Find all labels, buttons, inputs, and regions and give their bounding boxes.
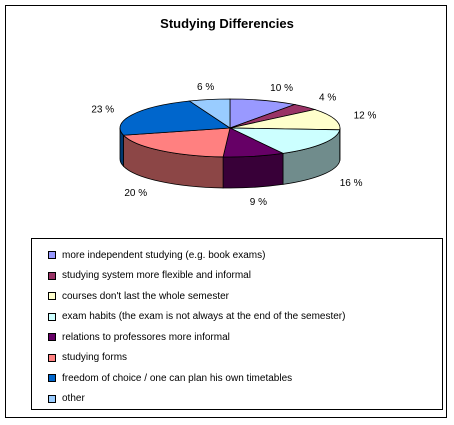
pie-data-label: 12 % [354, 111, 377, 122]
legend-swatch [48, 374, 56, 382]
legend-item: other [48, 392, 85, 406]
chart-legend: more independent studying (e.g. book exa… [31, 238, 443, 410]
legend-label: relations to professores more informal [62, 331, 230, 343]
legend-item: studying forms [48, 351, 127, 365]
pie-data-label: 10 % [270, 83, 293, 94]
pie-data-label: 9 % [250, 197, 267, 208]
legend-swatch [48, 333, 56, 341]
pie-slice [119, 100, 232, 136]
legend-swatch [48, 251, 56, 259]
legend-swatch [48, 353, 56, 362]
legend-item: studying system more flexible and inform… [48, 269, 251, 283]
legend-swatch [48, 312, 56, 321]
pie-slice [122, 127, 231, 158]
pie-slice [229, 109, 341, 131]
legend-label: courses don't last the whole semester [62, 290, 229, 302]
chart-frame: Studying Differencies 10 % 4 % 12 % 16 % 9 %… [5, 5, 447, 418]
legend-swatch [48, 271, 56, 280]
legend-label: other [62, 393, 85, 404]
pie-data-label: 23 % [91, 104, 114, 115]
pie-slice-side [222, 152, 284, 189]
legend-item: relations to professores more informal [48, 330, 230, 344]
legend-swatch [48, 292, 56, 300]
pie-side-walls [119, 127, 341, 189]
pie-chart: 10 % 4 % 12 % 16 % 9 % 20 % 23 % 6 % [91, 82, 377, 208]
pie-slice [229, 127, 341, 154]
legend-label: studying forms [62, 352, 128, 363]
legend-item: freedom of choice / one can plan his own… [48, 371, 292, 385]
pie-data-label: 16 % [340, 178, 363, 189]
legend-label: more independent studying (e.g. book exa… [62, 249, 266, 261]
legend-item: courses don't last the whole semester [48, 289, 229, 303]
legend-swatch [48, 394, 56, 403]
pie-slice [188, 98, 231, 129]
legend-label: studying system more flexible and inform… [62, 270, 251, 281]
pie-data-label: 4 % [319, 93, 336, 104]
legend-item: more independent studying (e.g. book exa… [48, 248, 265, 262]
legend-label: exam habits (the exam is not always at t… [62, 311, 346, 322]
legend-label: freedom of choice / one can plan his own… [62, 372, 293, 384]
chart-title: Studying Differencies [160, 16, 294, 31]
legend-item: exam habits (the exam is not always at t… [48, 310, 345, 324]
pie-data-label: 6 % [197, 82, 214, 93]
pie-data-label: 20 % [124, 188, 147, 199]
